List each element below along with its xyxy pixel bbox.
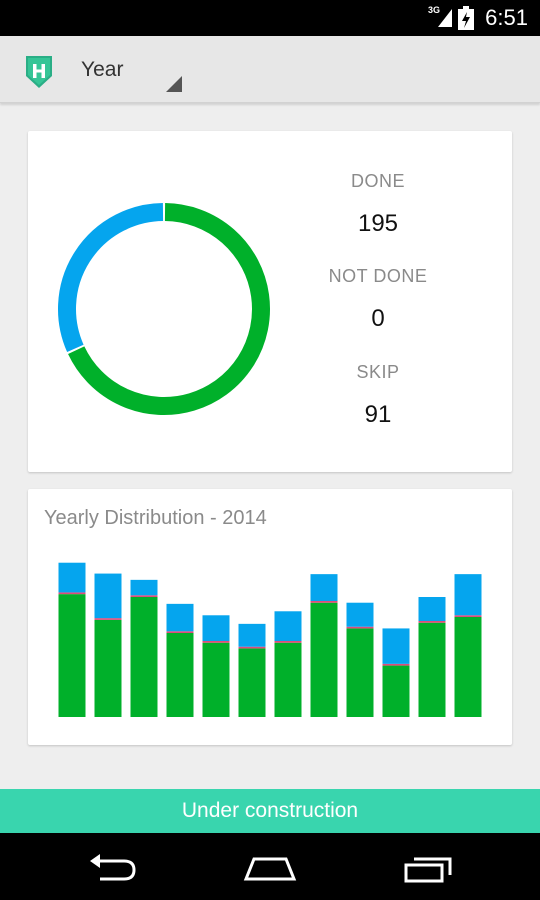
done-value: 195 (357, 210, 399, 237)
bar-segment-1-0 (58, 594, 86, 717)
bar-segment-3-1 (130, 595, 158, 597)
recent-apps-icon[interactable] (398, 853, 458, 883)
habit-logo-icon[interactable] (24, 56, 54, 88)
bar-segment-4-0 (166, 633, 194, 717)
bar-segment-11-2 (418, 597, 446, 621)
bar-segment-9-1 (346, 626, 374, 629)
bar-segment-8-1 (310, 601, 338, 603)
skip-label: SKIP (356, 362, 400, 382)
action-bar: Year (0, 36, 540, 103)
bar-segment-9-2 (346, 602, 374, 627)
bar-segment-3-2 (130, 579, 158, 596)
dropdown-arrow-icon (166, 76, 182, 92)
navigation-bar (0, 833, 540, 900)
bar-segment-10-1 (382, 663, 410, 666)
bar-segment-9-0 (346, 628, 374, 717)
summary-donut-chart (58, 203, 270, 415)
skip-stat: SKIP 91 (298, 362, 458, 429)
bar-segment-7-0 (274, 642, 302, 717)
donut-slice-skip (58, 203, 164, 353)
bar-segment-4-2 (166, 603, 194, 632)
battery-icon (458, 6, 474, 30)
clock: 6:51 (485, 5, 528, 30)
not-done-value: 0 (371, 305, 385, 332)
bar-segment-5-2 (202, 615, 230, 641)
bar-segment-3-0 (130, 597, 158, 717)
donut-slice-done (68, 203, 270, 415)
bar-segment-2-1 (94, 618, 122, 620)
bar-segment-8-0 (310, 602, 338, 717)
status-bar: 3G 6:51 (0, 0, 540, 36)
period-dropdown-value: Year (81, 58, 124, 81)
bar-segment-7-1 (274, 641, 302, 643)
bar-segment-8-2 (310, 574, 338, 601)
bar-segment-6-1 (238, 646, 266, 649)
bar-segment-6-2 (238, 623, 266, 647)
done-stat: DONE 195 (298, 171, 458, 238)
back-icon[interactable] (82, 853, 142, 883)
bar-segment-12-1 (454, 615, 482, 617)
bar-segment-10-0 (382, 665, 410, 717)
bar-segment-12-0 (454, 617, 482, 717)
bar-segment-11-0 (418, 622, 446, 717)
summary-card: DONE 195 NOT DONE 0 SKIP 91 (28, 131, 512, 472)
bar-segment-11-1 (418, 621, 446, 623)
distribution-card: Yearly Distribution - 2014 (28, 489, 512, 745)
distribution-title: Yearly Distribution - 2014 (44, 507, 267, 529)
bar-segment-7-2 (274, 611, 302, 641)
bar-segment-12-2 (454, 574, 482, 616)
bar-segment-1-2 (58, 562, 86, 593)
home-icon[interactable] (240, 853, 300, 883)
network-type-label: 3G (427, 5, 440, 15)
skip-value: 91 (364, 401, 392, 428)
yearly-bar-chart (58, 562, 482, 717)
bar-segment-2-2 (94, 573, 122, 619)
signal-icon (438, 9, 452, 27)
bar-segment-5-1 (202, 641, 230, 643)
period-dropdown[interactable]: Year (62, 46, 186, 96)
bar-segment-5-0 (202, 642, 230, 717)
bar-segment-4-1 (166, 631, 194, 633)
bar-segment-6-0 (238, 648, 266, 717)
not-done-label: NOT DONE (328, 266, 428, 286)
bar-segment-10-2 (382, 628, 410, 664)
under-construction-banner: Under construction (0, 789, 540, 833)
bar-segment-2-0 (94, 619, 122, 717)
done-label: DONE (350, 171, 405, 191)
bar-segment-1-1 (58, 592, 86, 595)
not-done-stat: NOT DONE 0 (298, 266, 458, 333)
